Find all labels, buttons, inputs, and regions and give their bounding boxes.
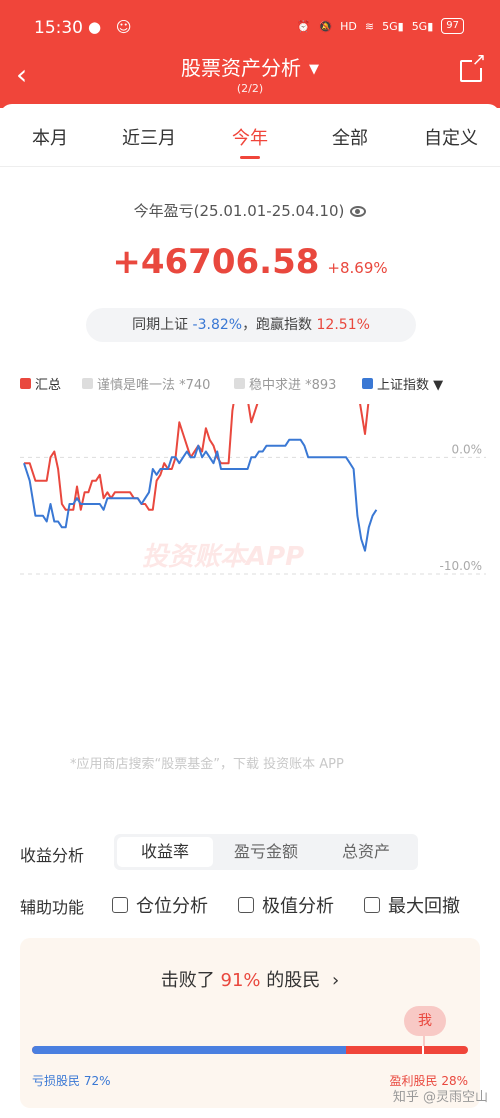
page-title[interactable]: 股票资产分析 ▼ bbox=[0, 52, 500, 81]
status-bar: 15:30 ● ☺ ⏰ 🔕 HD ≋ 5G▮ 5G▮ 97 bbox=[0, 14, 500, 42]
signal-icon: 5G▮ bbox=[382, 19, 404, 33]
checkbox-extreme-analysis[interactable]: 极值分析 bbox=[238, 892, 334, 918]
ranking-headline: 击败了 91% 的股民 › bbox=[20, 966, 480, 992]
legend-label: 汇总 bbox=[35, 378, 62, 393]
outperform-value: 12.51% bbox=[316, 317, 370, 333]
chevron-down-icon: ▼ bbox=[309, 62, 319, 77]
ranking-prefix: 击败了 bbox=[160, 970, 215, 991]
compare-mid: ，跑赢指数 bbox=[242, 317, 313, 333]
source-credit: 知乎 @灵雨空山 bbox=[392, 1090, 488, 1105]
legend-swatch bbox=[362, 378, 373, 389]
ranking-suffix: 的股民 bbox=[266, 970, 321, 991]
checkbox-icon bbox=[112, 897, 128, 913]
loss-label-text: 亏损股民 bbox=[32, 1074, 81, 1088]
legend-item-account-893[interactable]: 稳中求进 *893 bbox=[234, 374, 336, 393]
watermark-hint: *应用商店搜索“股票基金”，下载 投资账本 APP bbox=[70, 757, 344, 772]
page-subtitle: (2/2) bbox=[236, 82, 264, 95]
y-tick-label: 0.0% bbox=[452, 442, 483, 456]
me-marker: 我 bbox=[404, 1006, 446, 1050]
checkbox-max-drawdown[interactable]: 最大回撤 bbox=[364, 892, 460, 918]
active-tab-indicator bbox=[240, 156, 260, 159]
back-icon[interactable]: ‹ bbox=[16, 58, 28, 91]
loss-segment bbox=[32, 1046, 346, 1054]
legend-swatch bbox=[82, 378, 93, 389]
alarm-icon: ⏰ bbox=[296, 19, 311, 33]
chevron-right-icon: › bbox=[332, 970, 340, 991]
tab-three-months[interactable]: 近三月 bbox=[122, 128, 176, 149]
aux-label: 辅助功能 bbox=[20, 898, 85, 917]
system-icons: ⏰ 🔕 HD ≋ 5G▮ 5G▮ 97 bbox=[297, 18, 464, 34]
mute-icon: 🔕 bbox=[318, 19, 333, 33]
legend-label: 上证指数 ▼ bbox=[377, 378, 444, 393]
battery-icon: 97 bbox=[441, 18, 464, 34]
analysis-label: 收益分析 bbox=[20, 846, 85, 865]
tab-custom[interactable]: 自定义 bbox=[424, 128, 478, 149]
checkbox-label: 极值分析 bbox=[262, 896, 334, 917]
loss-percent: 72% bbox=[83, 1074, 111, 1088]
option-profit-amount[interactable]: 盈亏金额 bbox=[233, 842, 298, 861]
return-analysis-row: 收益分析 收益率 盈亏金额 总资产 bbox=[20, 834, 480, 870]
tab-this-year[interactable]: 今年 bbox=[232, 128, 268, 149]
gain-label-text: 盈利股民 bbox=[389, 1074, 438, 1088]
divider bbox=[0, 166, 500, 167]
page-title-text: 股票资产分析 bbox=[181, 56, 301, 80]
legend-label: 谨慎是唯一法 *740 bbox=[97, 378, 211, 393]
ranking-card[interactable]: 击败了 91% 的股民 › 我 亏损股民 72% 盈利股民 28% bbox=[20, 938, 480, 1108]
profit-percent: +8.69% bbox=[327, 259, 388, 277]
distribution-bar bbox=[32, 1046, 468, 1054]
series-line bbox=[23, 438, 378, 552]
legend-item-account-740[interactable]: 谨慎是唯一法 *740 bbox=[82, 374, 210, 393]
legend-swatch bbox=[234, 378, 245, 389]
summary-label: 今年盈亏(25.01.01-25.04.10) bbox=[0, 200, 500, 221]
analysis-segmented-control: 收益率 盈亏金额 总资产 bbox=[114, 834, 418, 870]
period-tabs: 本月 近三月 今年 全部 自定义 bbox=[0, 110, 500, 167]
option-total-assets[interactable]: 总资产 bbox=[341, 842, 390, 861]
checkbox-icon bbox=[364, 897, 380, 913]
ranking-percent: 91% bbox=[220, 970, 261, 991]
profit-display: +46706.58 +8.69% bbox=[0, 242, 500, 282]
gain-percent: 28% bbox=[441, 1074, 468, 1088]
option-return-rate[interactable]: 收益率 bbox=[117, 837, 213, 867]
me-position-mark bbox=[422, 1046, 425, 1054]
index-compare-pill: 同期上证 -3.82%，跑赢指数 12.51% bbox=[86, 308, 416, 342]
chart-legend: 汇总 谨慎是唯一法 *740 稳中求进 *893 上证指数 ▼ bbox=[20, 374, 490, 394]
app-icon: ☺ bbox=[115, 18, 132, 36]
summary-label-text: 今年盈亏(25.01.01-25.04.10) bbox=[133, 202, 345, 220]
checkbox-label: 仓位分析 bbox=[136, 896, 208, 917]
tab-all[interactable]: 全部 bbox=[332, 128, 368, 149]
signal-icon: 5G▮ bbox=[411, 19, 434, 33]
watermark-logo: 投资账本APP bbox=[142, 542, 305, 572]
notification-icons: ● ☺ bbox=[88, 18, 132, 36]
eye-icon[interactable] bbox=[350, 206, 367, 217]
tab-this-month[interactable]: 本月 bbox=[32, 128, 68, 149]
legend-swatch bbox=[20, 378, 31, 389]
checkbox-label: 最大回撤 bbox=[388, 896, 460, 917]
wifi-icon: ≋ bbox=[364, 19, 375, 33]
share-icon[interactable] bbox=[460, 52, 486, 82]
legend-item-summary[interactable]: 汇总 bbox=[20, 374, 61, 393]
profit-amount: +46706.58 bbox=[112, 242, 320, 282]
wechat-icon: ● bbox=[88, 18, 102, 36]
nav-bar: ‹ 股票资产分析 ▼ (2/2) bbox=[0, 48, 500, 104]
top-header: 15:30 ● ☺ ⏰ 🔕 HD ≋ 5G▮ 5G▮ 97 ‹ 股票资产分析 ▼ … bbox=[0, 0, 500, 108]
status-time: 15:30 bbox=[34, 18, 83, 38]
aux-functions-row: 辅助功能 仓位分析 极值分析 最大回撤 bbox=[20, 890, 490, 920]
gain-label: 盈利股民 28% bbox=[389, 1072, 468, 1089]
legend-item-sse-index[interactable]: 上证指数 ▼ bbox=[362, 374, 443, 393]
checkbox-icon bbox=[238, 897, 254, 913]
y-tick-label: -10.0% bbox=[440, 559, 482, 573]
checkbox-position-analysis[interactable]: 仓位分析 bbox=[112, 892, 208, 918]
loss-label: 亏损股民 72% bbox=[32, 1072, 111, 1089]
hd-icon: HD bbox=[340, 19, 357, 33]
compare-prefix: 同期上证 bbox=[132, 317, 189, 333]
legend-label: 稳中求进 *893 bbox=[249, 378, 337, 393]
content-sheet: 本月 近三月 今年 全部 自定义 今年盈亏(25.01.01-25.04.10)… bbox=[0, 104, 500, 1118]
index-change: -3.82% bbox=[192, 317, 243, 333]
return-chart[interactable]: 投资账本APP *应用商店搜索“股票基金”，下载 投资账本 APP 20.0%1… bbox=[0, 209, 500, 909]
